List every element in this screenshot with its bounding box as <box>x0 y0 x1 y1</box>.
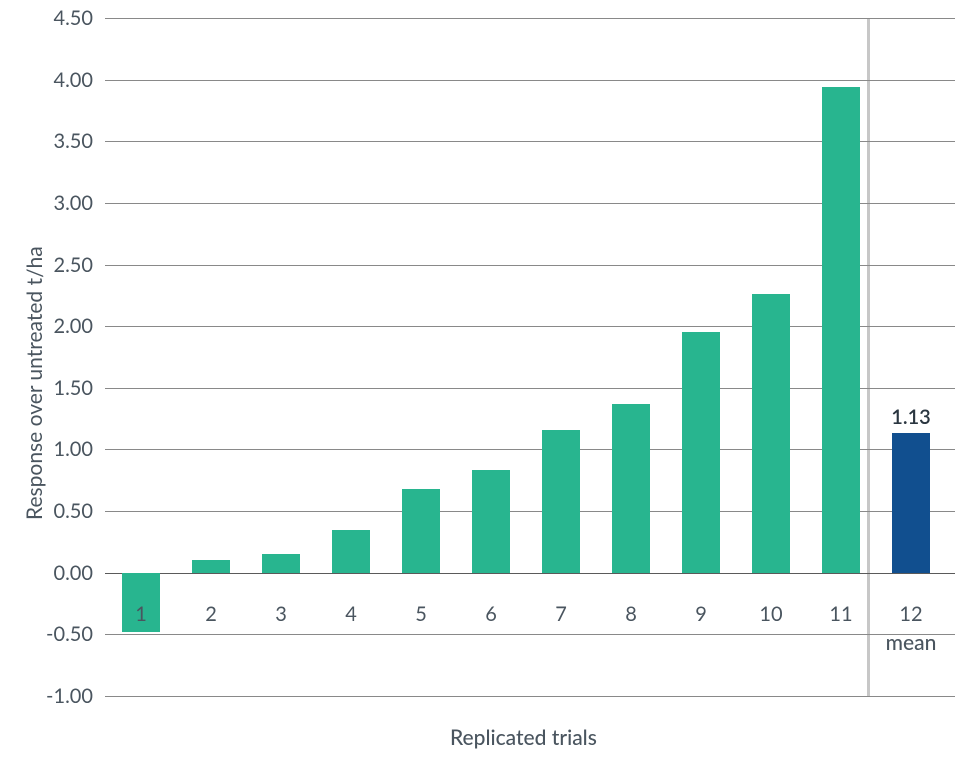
bar-trial <box>612 404 650 573</box>
x-tick-label: 11 <box>829 602 852 626</box>
gridline <box>105 18 955 19</box>
x-tick-label: 1 <box>135 602 147 626</box>
bar-trial <box>192 560 230 572</box>
x-tick-label: 9 <box>695 602 707 626</box>
y-tick-label: 3.50 <box>0 129 93 153</box>
x-tick-label: 5 <box>415 602 427 626</box>
x-axis-title: Replicated trials <box>450 725 597 750</box>
bar-trial <box>262 554 300 572</box>
x-tick-label: 4 <box>345 602 357 626</box>
y-tick-label: 4.50 <box>0 6 93 30</box>
y-tick-label: -0.50 <box>0 622 93 646</box>
separator-line <box>867 18 870 696</box>
gridline <box>105 80 955 81</box>
x-tick-label: 12 <box>899 602 922 626</box>
bar-trial <box>752 294 790 573</box>
x-tick-label: 7 <box>555 602 567 626</box>
x-tick-label: 6 <box>485 602 497 626</box>
x-tick-label: 3 <box>275 602 287 626</box>
bar-trial <box>332 530 370 573</box>
bar-trial <box>472 470 510 572</box>
bar-chart: -1.00-0.500.000.501.001.502.002.503.003.… <box>0 0 968 763</box>
x-tick-label: 8 <box>625 602 637 626</box>
bar-trial <box>682 332 720 572</box>
y-tick-label: 4.00 <box>0 68 93 92</box>
bar-trial <box>402 489 440 573</box>
gridline <box>105 573 955 575</box>
y-axis-title: Response over untreated t/ha <box>22 246 47 520</box>
x-tick-label: 2 <box>205 602 217 626</box>
bar-trial <box>822 87 860 573</box>
bar-trial <box>542 430 580 573</box>
y-tick-label: 0.00 <box>0 561 93 585</box>
bar-mean <box>892 433 930 572</box>
gridline <box>105 696 955 697</box>
x-tick-label: 10 <box>759 602 782 626</box>
x-sub-label: mean <box>886 630 937 655</box>
y-tick-label: 3.00 <box>0 191 93 215</box>
y-tick-label: -1.00 <box>0 684 93 708</box>
data-label: 1.13 <box>891 405 931 429</box>
gridline <box>105 634 955 635</box>
